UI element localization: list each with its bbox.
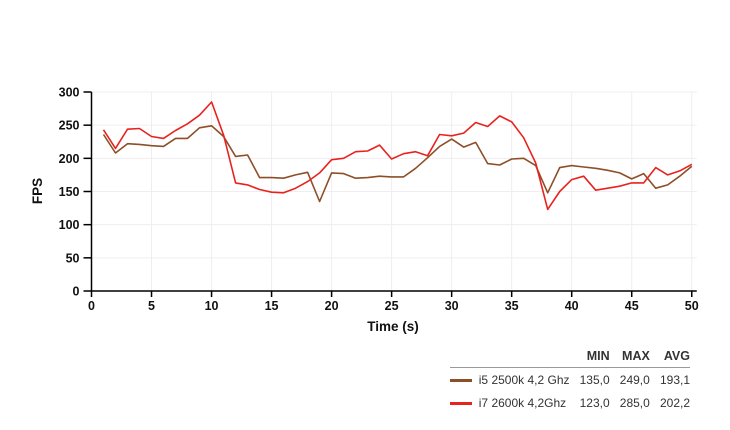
y-tick-label: 150	[59, 185, 80, 199]
x-tick-label: 15	[265, 299, 279, 313]
i7-avg-value: 202,2	[659, 396, 690, 410]
legend-row-i5: i5 2500k 4,2 Ghz 135,0 249,0 193,1	[450, 368, 690, 392]
tick-label-layer: 0 50 100 150 200 250 300 0 5 10 15 20 25 30 35 40 45 50	[59, 86, 699, 313]
x-axis-title: Time (s)	[367, 319, 419, 334]
x-tick-label: 30	[445, 299, 459, 313]
x-tick-label: 35	[505, 299, 519, 313]
x-tick-label: 5	[148, 299, 155, 313]
i5-min-value: 135,0	[579, 373, 610, 387]
legend-stats-table: MIN MAX AVG i5 2500k 4,2 Ghz 135,0 249,0…	[450, 347, 690, 414]
y-tick-label: 0	[73, 285, 80, 299]
legend-header-max: MAX	[609, 347, 650, 368]
series-line-i5	[102, 125, 693, 203]
x-tick-label: 50	[685, 299, 699, 313]
series-line-i7	[102, 101, 693, 211]
series-name-i5: i5 2500k 4,2 Ghz	[478, 373, 570, 387]
series-layer	[102, 101, 693, 211]
legend-header-row: MIN MAX AVG	[450, 347, 690, 368]
i5-max-value: 249,0	[619, 373, 650, 387]
x-tick-label: 10	[205, 299, 219, 313]
legend-header-min: MIN	[569, 347, 610, 368]
legend-header-avg: AVG	[649, 347, 690, 368]
x-tick-label: 20	[325, 299, 339, 313]
grid-layer	[91, 91, 697, 291]
x-tick-label: 45	[625, 299, 639, 313]
y-tick-label: 100	[59, 218, 80, 232]
i7-max-value: 285,0	[619, 396, 650, 410]
y-tick-label: 200	[59, 152, 80, 166]
i5-avg-value: 193,1	[659, 373, 690, 387]
axis-layer	[83, 91, 697, 297]
y-axis-title: FPS	[30, 178, 45, 204]
legend-row-i7: i7 2600k 4,2Ghz 123,0 285,0 202,2	[450, 391, 690, 414]
y-tick-label: 300	[59, 86, 80, 100]
i7-line-swatch	[450, 402, 472, 406]
x-tick-label: 25	[385, 299, 399, 313]
i5-line-swatch	[450, 379, 472, 383]
series-name-i7: i7 2600k 4,2Ghz	[478, 396, 567, 410]
y-tick-label: 50	[66, 251, 80, 265]
x-tick-label: 0	[88, 299, 95, 313]
i7-min-value: 123,0	[579, 396, 610, 410]
y-tick-label: 250	[59, 119, 80, 133]
x-tick-label: 40	[565, 299, 579, 313]
